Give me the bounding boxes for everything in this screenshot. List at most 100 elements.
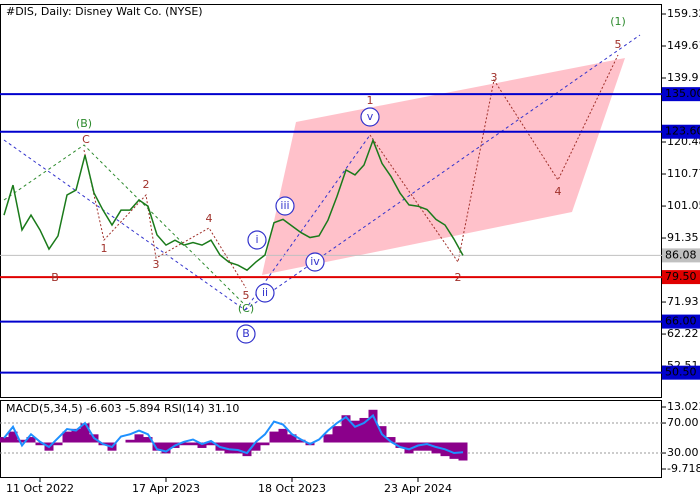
- macd-bar: [26, 437, 36, 443]
- macd-bar: [458, 442, 468, 461]
- macd-bar: [0, 437, 9, 443]
- wave-label: 1: [101, 242, 108, 255]
- wave-label: (1): [610, 15, 626, 28]
- wave-label: (B): [76, 117, 92, 130]
- wave-label: 1: [367, 94, 374, 107]
- wave-circle: [236, 324, 256, 344]
- level-label: 86.08: [665, 248, 697, 261]
- y-tick-label: 13.023: [667, 400, 700, 413]
- macd-bar: [35, 442, 45, 446]
- y-tick-label: 62.22: [667, 327, 699, 340]
- main-panel-border: [0, 4, 662, 398]
- y-tick-label: 110.77: [667, 167, 700, 180]
- wave-label: 4: [555, 185, 562, 198]
- macd-bar: [17, 439, 27, 443]
- wave-label: 5: [243, 289, 250, 302]
- wave-label: v: [367, 110, 374, 123]
- y2-tick-label: 70.00: [667, 416, 699, 429]
- macd-bar: [386, 437, 396, 443]
- macd-bar: [161, 442, 171, 454]
- wave-label: C: [82, 133, 90, 146]
- macd-bar: [62, 431, 72, 443]
- y-tick-label: 159.32: [667, 7, 700, 20]
- wave-label: 2: [455, 271, 462, 284]
- wave-line: [83, 149, 247, 289]
- macd-bar: [134, 434, 144, 443]
- level-label-box: [662, 314, 700, 329]
- y-tick-label: 91.35: [667, 231, 699, 244]
- macd-bar: [278, 428, 288, 443]
- wave-label: iv: [310, 255, 320, 268]
- wave-label: B: [51, 271, 59, 284]
- wave-label: B: [242, 327, 250, 340]
- macd-bar: [152, 442, 162, 451]
- wave-label: 5: [615, 38, 622, 51]
- y-tick-label: 101.05: [667, 199, 700, 212]
- x-tick-label: 23 Apr 2024: [384, 482, 452, 495]
- macd-bar: [242, 442, 252, 457]
- macd-bar: [179, 442, 189, 446]
- projection-line: [369, 54, 619, 264]
- wave-circle: [305, 252, 325, 272]
- wave-overlay: [3, 34, 641, 311]
- macd-bar: [287, 434, 297, 443]
- price-line: [3, 138, 464, 272]
- macd-bar: [80, 423, 90, 443]
- wave-label: (C): [238, 302, 254, 315]
- macd-bar: [359, 417, 369, 443]
- macd-bar: [143, 437, 153, 443]
- macd-bar: [188, 442, 198, 446]
- macd-bar: [323, 434, 333, 443]
- macd-bar: [8, 431, 18, 443]
- wave-label: iii: [280, 199, 289, 212]
- macd-bar: [197, 442, 207, 448]
- wave-circle: [255, 283, 275, 303]
- macd-bar: [53, 442, 63, 446]
- x-tick-label: 11 Oct 2022: [6, 482, 74, 495]
- macd-bar: [422, 442, 432, 451]
- macd-bar: [350, 420, 360, 443]
- macd-bar: [260, 442, 270, 446]
- wave-label: 3: [491, 71, 498, 84]
- macd-bar: [125, 439, 135, 443]
- macd-bar: [251, 442, 261, 451]
- wave-line: [3, 139, 246, 311]
- macd-bar: [224, 442, 234, 454]
- wave-label: 3: [153, 258, 160, 271]
- wave-circle: [247, 230, 267, 250]
- wave-circle: [275, 196, 295, 216]
- level-label: 135.00: [665, 87, 700, 100]
- macd-bar: [71, 428, 81, 443]
- macd-bar: [449, 442, 459, 459]
- level-label: 50.50: [665, 366, 697, 379]
- level-label-box: [662, 87, 700, 102]
- x-tick-label: 17 Apr 2023: [132, 482, 200, 495]
- level-label: 123.60: [665, 125, 700, 138]
- wave-line: [3, 144, 246, 306]
- y2-tick-label: 30.00: [667, 446, 699, 459]
- level-label: 66.00: [665, 315, 697, 328]
- indicator-title: MACD(5,34,5) -6.603 -5.894 RSI(14) 31.10: [6, 402, 239, 415]
- level-label-box: [662, 270, 700, 285]
- macd-bar: [233, 442, 243, 454]
- wave-label: ii: [262, 286, 268, 299]
- macd-bar: [368, 409, 378, 443]
- y-tick-label: 71.93: [667, 295, 699, 308]
- macd-bar: [395, 442, 405, 448]
- macd-bar: [269, 431, 279, 443]
- macd-bar: [206, 442, 216, 446]
- macd-bar: [332, 426, 342, 443]
- level-label-box: [662, 248, 700, 263]
- wave-label: i: [255, 233, 258, 246]
- channel: [262, 58, 625, 275]
- rsi-line: [3, 413, 464, 455]
- y-tick-label: -9.718: [667, 462, 700, 475]
- macd-bar: [296, 439, 306, 443]
- level-label-box: [662, 365, 700, 380]
- level-label-box: [662, 124, 700, 139]
- wave-circle: [360, 107, 380, 127]
- level-label: 79.50: [665, 270, 697, 283]
- x-tick-label: 18 Oct 2023: [258, 482, 326, 495]
- y-tick-label: 149.61: [667, 39, 700, 52]
